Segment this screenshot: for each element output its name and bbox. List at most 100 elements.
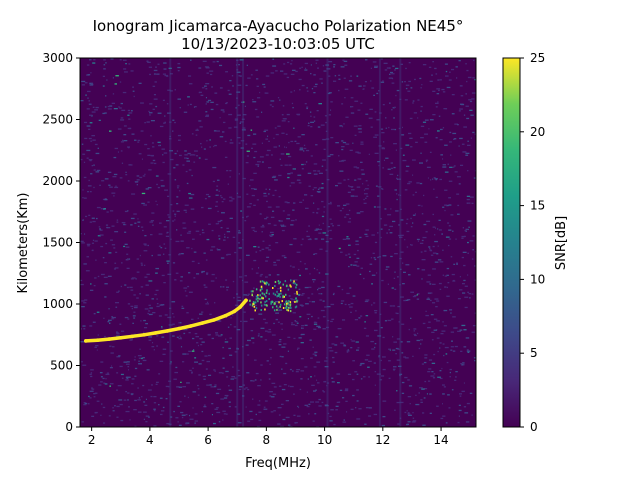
noise-speck: [457, 213, 460, 215]
noise-speck: [270, 396, 275, 398]
noise-layer: [80, 58, 476, 427]
noise-speck: [389, 102, 391, 104]
noise-speck: [460, 95, 464, 97]
noise-speck: [393, 143, 397, 145]
noise-speck: [140, 102, 144, 104]
noise-speck: [316, 269, 318, 271]
noise-speck: [205, 111, 208, 113]
scatter-echo: [253, 305, 256, 308]
noise-speck: [87, 90, 91, 93]
noise-speck: [407, 90, 411, 92]
noise-speck: [422, 322, 426, 325]
noise-speck: [208, 195, 211, 198]
noise-speck: [131, 193, 136, 195]
noise-speck: [227, 236, 229, 239]
noise-speck: [465, 228, 468, 230]
noise-speck: [429, 80, 433, 82]
noise-speck: [163, 122, 166, 124]
noise-speck: [462, 292, 466, 294]
noise-speck: [265, 188, 267, 190]
noise-speck: [251, 147, 253, 149]
noise-speck: [299, 89, 301, 91]
noise-speck: [265, 247, 269, 249]
noise-speck: [109, 105, 113, 107]
noise-speck: [313, 116, 316, 118]
noise-speck: [141, 202, 145, 205]
noise-speck: [191, 260, 195, 263]
scatter-echo: [272, 292, 275, 295]
noise-speck: [258, 411, 262, 413]
noise-speck: [337, 224, 341, 227]
noise-speck: [167, 262, 169, 264]
noise-speck: [166, 232, 168, 234]
noise-speck: [396, 193, 398, 195]
noise-speck: [246, 206, 251, 208]
noise-speck: [322, 316, 326, 318]
noise-speck: [385, 266, 390, 268]
noise-speck: [455, 371, 458, 373]
noise-speck: [400, 63, 403, 65]
noise-speck: [452, 316, 456, 318]
noise-speck: [289, 185, 292, 187]
noise-speck: [150, 154, 154, 157]
noise-speck: [388, 126, 390, 129]
noise-speck: [254, 379, 257, 381]
noise-speck: [261, 231, 263, 233]
noise-speck: [138, 360, 140, 362]
chart-subtitle: 10/13/2023-10:03:05 UTC: [181, 35, 375, 53]
scatter-echo: [252, 302, 254, 305]
noise-speck: [114, 186, 119, 189]
noise-speck: [427, 274, 431, 276]
noise-speck: [256, 425, 260, 427]
noise-speck: [201, 350, 204, 353]
noise-speck: [459, 137, 463, 140]
scatter-echo: [249, 303, 251, 306]
noise-speck: [127, 392, 130, 394]
noise-speck: [399, 284, 401, 286]
noise-speck: [267, 206, 272, 208]
noise-speck: [347, 221, 351, 223]
noise-speck: [263, 406, 266, 408]
noise-speck: [226, 231, 231, 233]
noise-speck: [421, 205, 423, 207]
noise-speck: [220, 219, 223, 222]
x-tick-label: 6: [204, 433, 212, 447]
noise-speck: [137, 218, 139, 220]
noise-speck: [442, 403, 443, 405]
noise-speck: [258, 267, 260, 269]
noise-speck: [335, 405, 339, 407]
noise-speck: [229, 142, 234, 144]
noise-speck: [120, 150, 123, 152]
noise-speck: [401, 81, 404, 83]
noise-speck: [140, 320, 142, 322]
noise-speck: [143, 411, 147, 413]
noise-speck: [407, 413, 411, 415]
noise-speck: [279, 355, 282, 358]
noise-speck: [152, 108, 155, 110]
noise-speck: [91, 249, 94, 252]
noise-speck: [453, 327, 457, 329]
noise-speck: [356, 389, 359, 391]
noise-speck: [407, 299, 411, 301]
noise-speck: [127, 399, 129, 401]
noise-speck: [132, 86, 134, 88]
noise-speck: [383, 141, 385, 143]
noise-speck: [188, 192, 191, 195]
noise-speck: [96, 206, 101, 209]
noise-speck: [429, 393, 432, 395]
noise-speck: [326, 385, 328, 387]
noise-speck: [405, 84, 410, 86]
noise-speck: [314, 229, 318, 231]
noise-speck: [258, 400, 261, 402]
noise-speck: [194, 361, 198, 363]
noise-speck: [448, 204, 452, 206]
noise-speck: [349, 186, 354, 188]
noise-speck: [187, 152, 191, 155]
scatter-echo: [293, 280, 295, 283]
noise-speck: [133, 294, 136, 296]
noise-speck: [265, 260, 268, 262]
noise-speck: [370, 67, 372, 69]
noise-speck: [127, 146, 130, 148]
noise-speck: [88, 214, 91, 216]
noise-speck: [98, 226, 101, 228]
